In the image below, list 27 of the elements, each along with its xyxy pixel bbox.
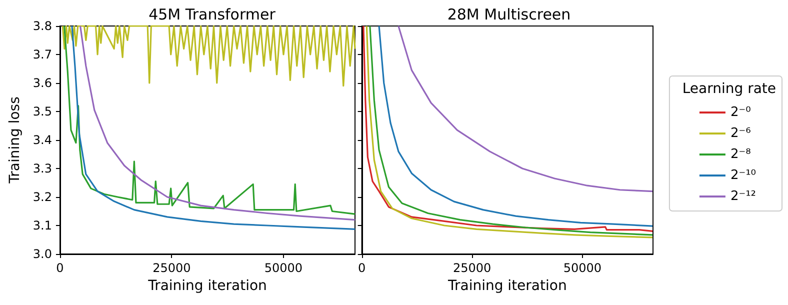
legend-label: 2⁻⁶ [730, 126, 751, 141]
x-tick-label: 0 [56, 261, 64, 275]
y-tick-label: 3.1 [32, 218, 52, 232]
y-tick-label: 3.0 [32, 247, 52, 261]
line-series [62, 25, 356, 87]
x-tick-label: 25000 [453, 261, 492, 275]
y-tick-label: 3.7 [32, 48, 52, 62]
y-tick-label: 3.6 [32, 76, 52, 90]
legend-label: 2⁻⁰ [730, 105, 751, 120]
x-tick-label: 0 [358, 261, 366, 275]
y-tick-label: 3.2 [32, 190, 52, 204]
y-tick-label: 3.8 [32, 19, 52, 33]
y-axis-title: Training loss [7, 96, 23, 184]
chart-title: 45M Transformer [148, 6, 276, 24]
legend-title: Learning rate [682, 81, 776, 97]
legend-label: 2⁻⁸ [730, 147, 751, 162]
x-axis-title: Training iteration [147, 278, 267, 294]
x-tick-label: 25000 [152, 261, 191, 275]
y-tick-label: 3.5 [32, 104, 52, 118]
x-tick-label: 50000 [264, 261, 303, 275]
chart-title: 28M Multiscreen [447, 6, 571, 24]
legend-label: 2⁻¹² [730, 189, 756, 204]
y-tick-label: 3.4 [32, 133, 52, 147]
x-tick-label: 50000 [563, 261, 602, 275]
legend-label: 2⁻¹⁰ [730, 168, 756, 183]
x-axis-title: Training iteration [446, 278, 567, 294]
y-tick-label: 3.3 [32, 162, 52, 176]
